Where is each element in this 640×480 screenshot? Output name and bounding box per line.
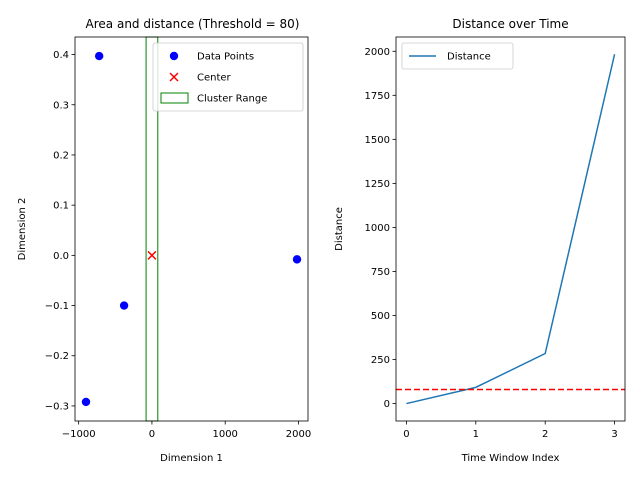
x-tick-label: 1000 bbox=[212, 429, 237, 440]
scatter-legend: Data Points Center Cluster Range bbox=[152, 42, 304, 112]
y-tick-label: 0.1 bbox=[53, 201, 69, 212]
x-tick-label: −1000 bbox=[62, 429, 96, 440]
legend-item: Cluster Range bbox=[160, 92, 267, 105]
line-axes-frame bbox=[395, 36, 626, 422]
legend-label: Cluster Range bbox=[197, 94, 267, 105]
legend-item: Center bbox=[169, 72, 232, 84]
y-tick-label: 1250 bbox=[365, 179, 390, 190]
line-legend-box bbox=[401, 42, 514, 70]
legend-marker-cluster-range bbox=[160, 92, 189, 104]
y-tick-label: 0.0 bbox=[53, 251, 69, 262]
y-tick-label: 1000 bbox=[365, 223, 390, 234]
y-tick-label: −0.1 bbox=[45, 301, 69, 312]
y-tick-label: 1500 bbox=[365, 135, 390, 146]
line-y-axis-label: Distance bbox=[334, 207, 345, 251]
y-tick-label: −0.3 bbox=[45, 401, 69, 412]
y-tick-label: 250 bbox=[371, 355, 390, 366]
y-tick-label: −0.2 bbox=[45, 351, 69, 362]
scatter-legend-box bbox=[152, 42, 304, 112]
legend-item: Distance bbox=[409, 52, 491, 63]
data-point bbox=[119, 301, 129, 310]
y-tick-label: 0 bbox=[384, 399, 390, 410]
y-tick-label: 750 bbox=[371, 267, 390, 278]
scatter-y-axis-label: Dimension 2 bbox=[17, 198, 28, 261]
y-tick-label: 500 bbox=[371, 311, 390, 322]
legend-marker-center bbox=[169, 72, 179, 82]
scatter-axes-frame bbox=[74, 36, 309, 422]
distance-line bbox=[406, 54, 616, 405]
line-legend: Distance bbox=[401, 42, 514, 70]
center-marker bbox=[147, 250, 157, 260]
y-tick-label: 1750 bbox=[365, 91, 390, 102]
legend-marker-data-points bbox=[169, 51, 179, 61]
legend-label: Data Points bbox=[197, 52, 254, 63]
x-tick-label: 3 bbox=[611, 429, 617, 440]
line-x-axis-label: Time Window Index bbox=[461, 453, 560, 464]
line-chart: 0 1 2 3 0 250 500 750 1000 1250 1500 1750 2000 Dista… bbox=[334, 17, 626, 464]
data-point bbox=[94, 51, 104, 61]
scatter-x-axis-label: Dimension 1 bbox=[160, 453, 223, 464]
x-tick-label: 2000 bbox=[286, 429, 311, 440]
x-tick-label: 2 bbox=[542, 429, 548, 440]
legend-label: Center bbox=[197, 73, 232, 84]
y-tick-label: 0.3 bbox=[53, 100, 69, 111]
data-point bbox=[81, 397, 91, 407]
x-tick-label: 0 bbox=[149, 429, 155, 440]
scatter-chart-title: Area and distance (Threshold = 80) bbox=[86, 17, 300, 31]
y-tick-label: 2000 bbox=[365, 47, 390, 58]
line-chart-title: Distance over Time bbox=[452, 17, 568, 31]
legend-item: Data Points bbox=[169, 51, 254, 63]
y-tick-label: 0.4 bbox=[53, 50, 69, 61]
x-tick-label: 1 bbox=[473, 429, 479, 440]
legend-label: Distance bbox=[447, 52, 491, 63]
x-tick-label: 0 bbox=[403, 429, 409, 440]
scatter-chart: −1000 0 1000 2000 −0.3 −0.2 −0.1 0.0 0.1 0.2 0.3 0.… bbox=[17, 17, 311, 464]
data-point bbox=[292, 255, 302, 264]
y-tick-label: 0.2 bbox=[53, 150, 69, 161]
